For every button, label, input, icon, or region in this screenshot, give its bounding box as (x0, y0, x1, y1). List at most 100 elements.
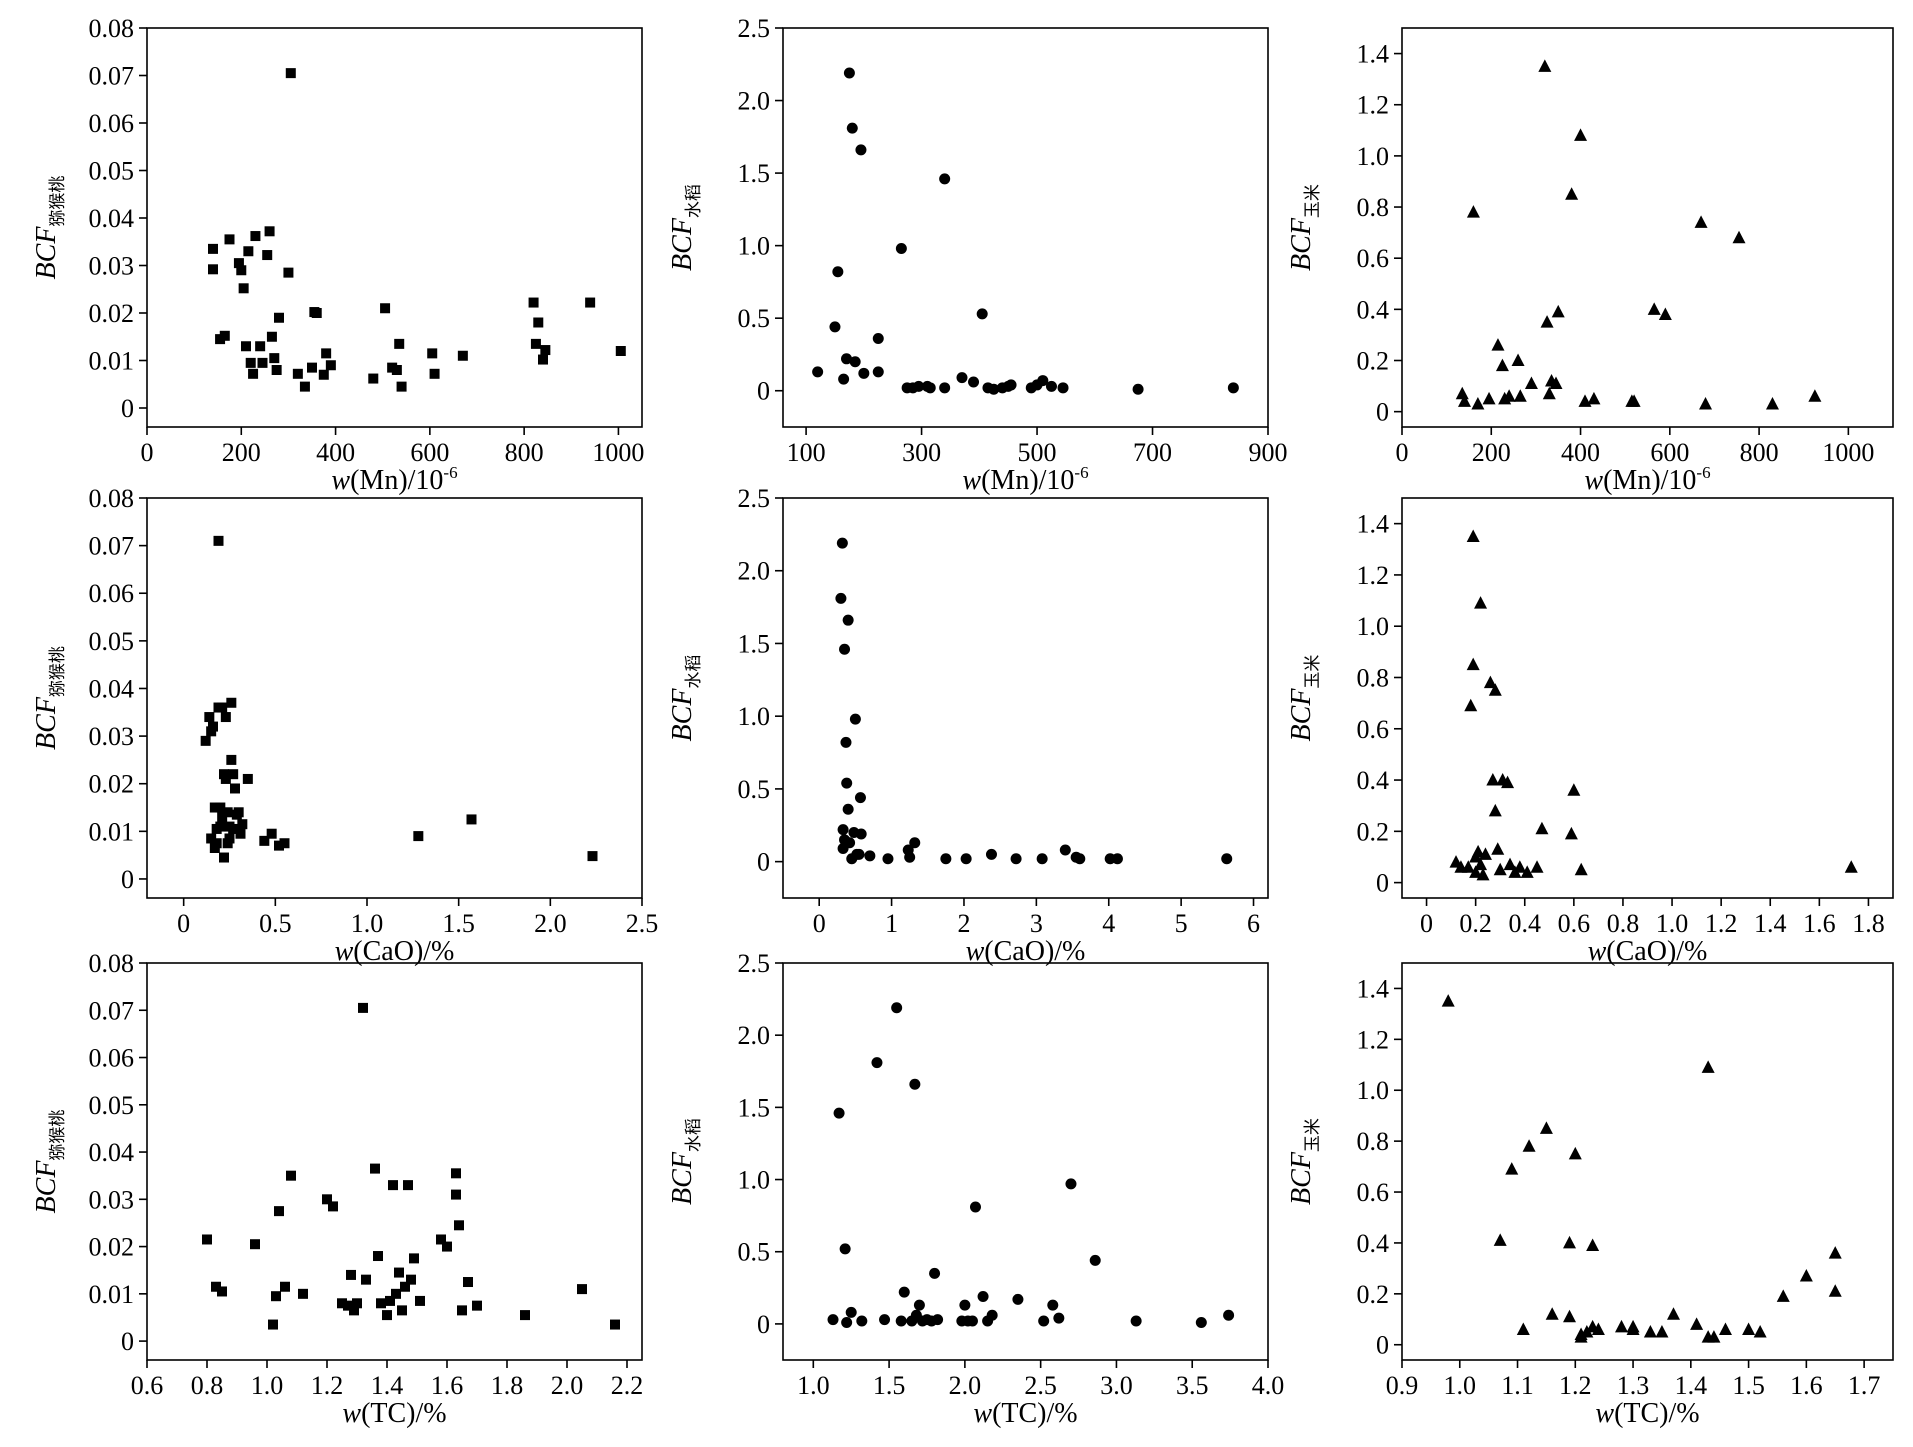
data-point-triangle (1513, 389, 1527, 402)
data-point-triangle (1493, 862, 1507, 876)
data-point-square (451, 1189, 461, 1200)
data-point-square (292, 368, 303, 379)
y-tick-label: 0.4 (1357, 766, 1390, 795)
data-point-triangle (1501, 775, 1515, 789)
ital-part: BCF (31, 1160, 62, 1214)
data-point-square (436, 1234, 446, 1245)
data-point-square (538, 354, 548, 365)
x-tick-label: 5 (1175, 909, 1188, 938)
data-point-square (257, 357, 268, 368)
y-tick-label: 0 (121, 394, 134, 423)
data-point-circle (1038, 1315, 1050, 1327)
y-tick-label: 0.02 (89, 299, 135, 328)
x-tick-label: 1.2 (1559, 1371, 1592, 1400)
y-tick-label: 0.8 (1357, 663, 1390, 692)
data-point-circle (986, 1309, 998, 1321)
data-point-square (219, 330, 230, 341)
data-point-circle (829, 321, 841, 333)
data-point-square (208, 264, 218, 275)
x-tick-label: 4 (1102, 909, 1115, 938)
data-point-circle (840, 736, 852, 748)
data-point-square (368, 373, 379, 384)
ital-part: w (335, 936, 354, 967)
x-tick-label: 2.0 (534, 909, 567, 938)
data-point-triangle (1753, 1325, 1767, 1338)
x-tick-label: 1.1 (1501, 1371, 1534, 1400)
data-point-triangle (1441, 994, 1455, 1007)
y-tick-label: 0.6 (1357, 715, 1390, 744)
data-point-circle (1074, 853, 1086, 865)
x-tick-label: 800 (1740, 438, 1779, 467)
data-point-circle (853, 848, 865, 860)
data-point-square (382, 1310, 392, 1321)
data-point-square (577, 1284, 587, 1295)
data-point-triangle (1488, 803, 1502, 817)
data-point-circle (832, 266, 844, 278)
y-axis-label: BCF猕猴桃 (31, 1110, 68, 1214)
data-point-circle (988, 383, 1000, 395)
y-tick-label: 0.02 (89, 770, 135, 799)
x-tick-label: 4.0 (1252, 1371, 1285, 1400)
data-point-square (250, 231, 261, 242)
data-point-triangle (1707, 1330, 1721, 1343)
data-point-square (238, 283, 249, 294)
data-point-triangle (1482, 391, 1496, 405)
ital-part: BCF (667, 1151, 698, 1205)
y-tick-label: 1.0 (1357, 612, 1390, 641)
data-point-square (388, 1180, 398, 1191)
data-point-triangle (1483, 675, 1497, 689)
data-point-circle (968, 376, 980, 388)
data-point-square (409, 1253, 419, 1264)
data-point-square (429, 368, 440, 379)
data-point-square (396, 381, 407, 392)
plain-part: (TC)/% (1614, 1398, 1700, 1429)
data-point-circle (846, 122, 858, 134)
data-point-square (540, 345, 551, 356)
y-tick-label: 0.06 (89, 109, 135, 138)
data-point-circle (871, 1057, 883, 1069)
x-tick-label: 1.8 (1852, 909, 1885, 938)
data-point-triangle (1457, 394, 1471, 407)
y-tick-label: 1.0 (738, 1166, 771, 1195)
x-tick-label: 2.5 (1024, 1371, 1057, 1400)
data-point-square (587, 851, 598, 862)
data-point-triangle (1538, 59, 1552, 72)
data-point-triangle (1658, 307, 1672, 320)
data-point-square (286, 1170, 296, 1181)
x-tick-label: 1.7 (1848, 1371, 1881, 1400)
data-point-square (394, 1267, 404, 1278)
y-tick-label: 0 (757, 848, 770, 877)
data-point-circle (909, 1078, 921, 1090)
data-point-square (259, 835, 270, 846)
data-point-circle (929, 1267, 941, 1279)
x-tick-label: 1.5 (442, 909, 475, 938)
y-tick-label: 1.5 (738, 159, 771, 188)
x-tick-label: 0 (177, 909, 190, 938)
data-point-square (394, 338, 405, 349)
sub-part: 猕猴桃 (48, 1110, 68, 1161)
data-point-triangle (1701, 1060, 1715, 1073)
x-tick-label: 0 (813, 909, 826, 938)
data-point-triangle (1469, 849, 1483, 863)
data-point-triangle (1520, 865, 1534, 878)
data-point-square (269, 353, 280, 364)
data-point-square (318, 369, 329, 380)
plot-frame (1401, 27, 1894, 428)
y-tick-label: 0.07 (89, 996, 135, 1025)
data-point-triangle (1690, 1317, 1704, 1330)
x-axis-label: w(TC)/% (1595, 1398, 1699, 1429)
data-point-square (283, 267, 294, 278)
y-tick-label: 0 (121, 865, 134, 894)
ital-part: BCF (31, 696, 62, 750)
x-tick-label: 0.6 (131, 1371, 164, 1400)
data-point-circle (879, 1314, 891, 1326)
data-point-square (228, 823, 239, 834)
data-point-square (271, 1291, 281, 1302)
data-point-square (274, 312, 284, 323)
data-point-triangle (1844, 860, 1858, 873)
data-point-circle (913, 380, 925, 392)
data-point-square (400, 1281, 410, 1292)
data-point-triangle (1488, 683, 1502, 696)
data-point-circle (1053, 1312, 1065, 1324)
